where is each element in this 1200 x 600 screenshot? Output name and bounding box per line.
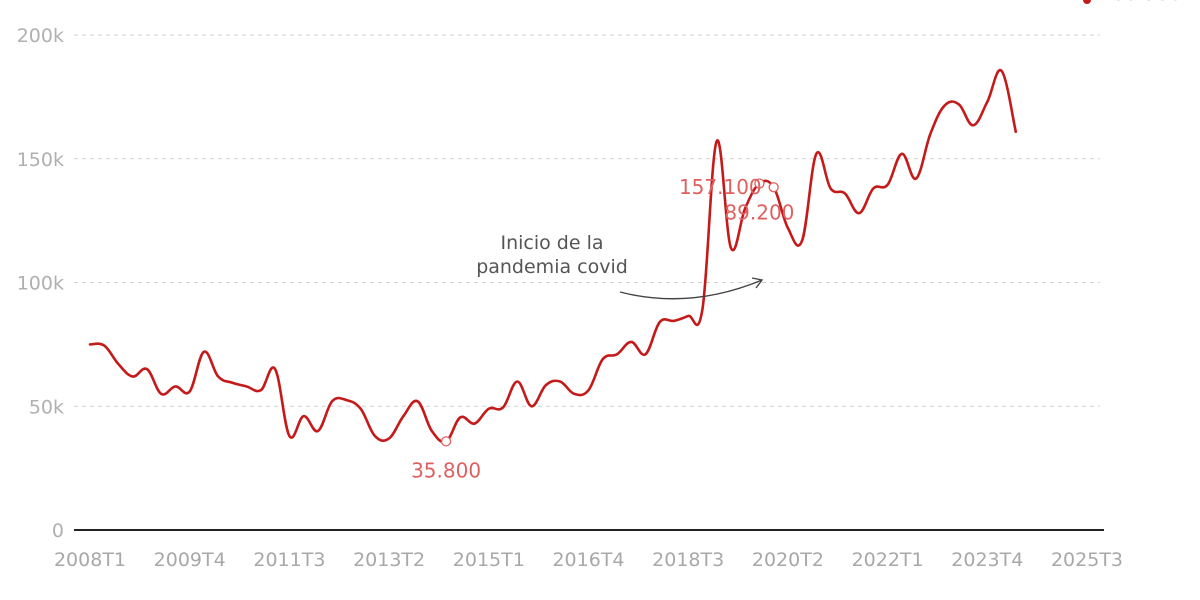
point-value-label: 157.100 [679, 175, 762, 199]
annotation-arrow [619, 279, 763, 300]
y-tick-label: 50k [29, 396, 64, 418]
series-line [88, 68, 1018, 444]
point-value-label: 35.800 [411, 458, 481, 482]
annotation-layer: Inicio de la pandemia covid [476, 232, 764, 300]
x-tick-label: 2015T1 [453, 549, 525, 571]
point-value-label: 89.200 [724, 201, 794, 225]
point-marker [440, 436, 452, 447]
y-tick-label: 0 [52, 520, 64, 542]
x-tick-label: 2008T1 [54, 549, 126, 571]
x-tick-label: 2016T4 [552, 549, 624, 571]
x-tick-label: 2022T1 [852, 549, 924, 571]
y-tick-label: 200k [17, 25, 64, 47]
point-marker [754, 178, 765, 189]
x-tick-label: 2018T3 [652, 549, 724, 571]
y-axis-ticks: 0 50k 100k 150k 200k [17, 25, 64, 542]
annotation-arrowhead [751, 277, 764, 289]
x-tick-label: 2009T4 [154, 549, 226, 571]
grid-layer [74, 34, 1104, 531]
annotation-line: Inicio de la [500, 232, 603, 254]
x-axis-ticks: 2008T1 2009T4 2011T3 2013T2 2015T1 2016T4 2018… [54, 549, 1123, 571]
annotation-text: Inicio de la pandemia covid [476, 232, 628, 278]
x-tick-label: 2025T3 [1051, 549, 1123, 571]
x-tick-label: 2020T2 [752, 549, 824, 571]
x-tick-label: 2011T3 [253, 549, 325, 571]
annotation-line: pandemia covid [476, 256, 628, 278]
x-tick-label: 2023T4 [951, 549, 1023, 571]
point-marker [1083, 0, 1091, 4]
x-tick-label: 2013T2 [353, 549, 425, 571]
y-tick-label: 150k [17, 149, 64, 171]
point-marker [768, 182, 779, 193]
y-tick-label: 100k [17, 273, 64, 295]
series-layer [88, 68, 1018, 444]
point-value-label: 160.900 [1099, 0, 1182, 5]
